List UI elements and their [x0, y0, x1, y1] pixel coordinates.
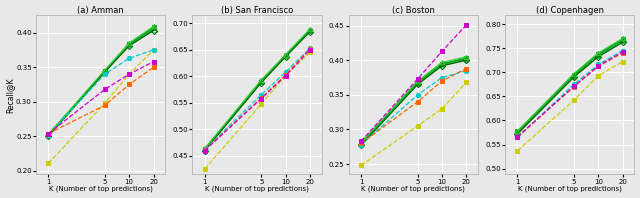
Title: (b) San Francisco: (b) San Francisco: [221, 6, 293, 15]
Title: (a) Amman: (a) Amman: [77, 6, 124, 15]
Y-axis label: Recall@K: Recall@K: [6, 77, 15, 113]
Title: (d) Copenhagen: (d) Copenhagen: [536, 6, 604, 15]
X-axis label: K (Number of top predictions): K (Number of top predictions): [362, 186, 465, 192]
X-axis label: K (Number of top predictions): K (Number of top predictions): [205, 186, 309, 192]
X-axis label: K (Number of top predictions): K (Number of top predictions): [49, 186, 152, 192]
X-axis label: K (Number of top predictions): K (Number of top predictions): [518, 186, 621, 192]
Title: (c) Boston: (c) Boston: [392, 6, 435, 15]
